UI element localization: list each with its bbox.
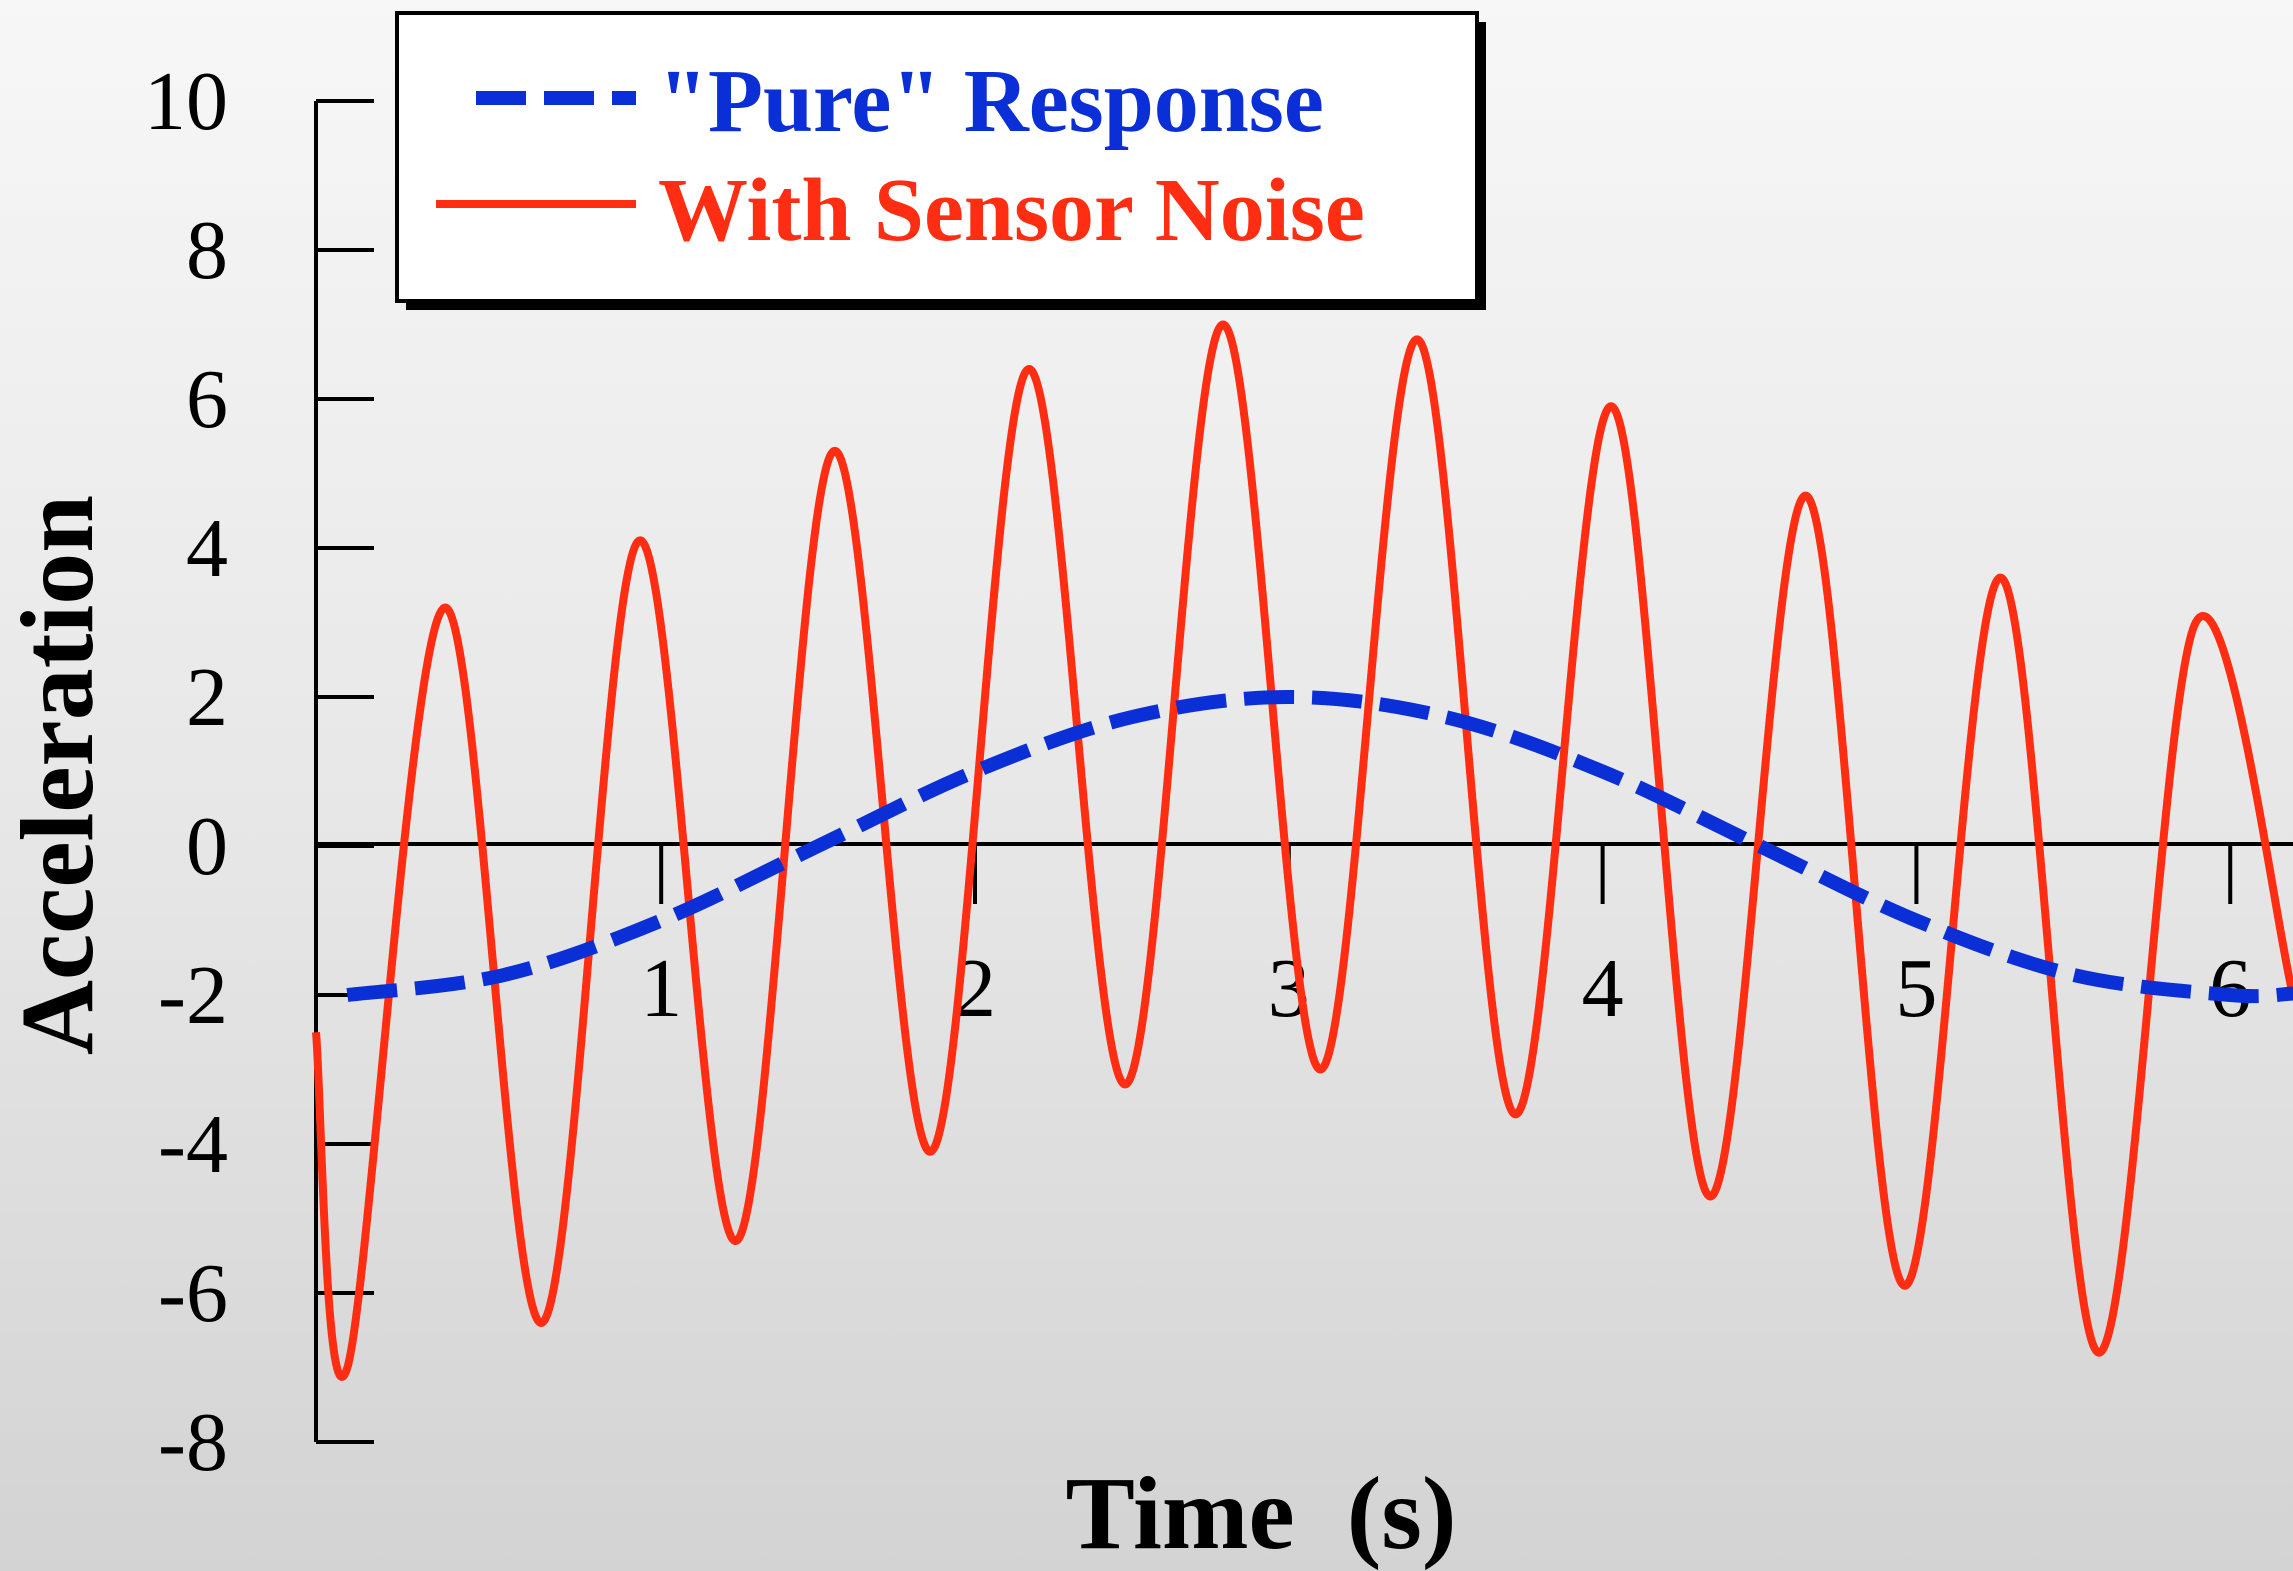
legend-label-noise: With Sensor Noise bbox=[658, 161, 1365, 260]
x-tick-label: 1 bbox=[640, 942, 682, 1035]
y-tick-label: 6 bbox=[186, 353, 228, 446]
y-tick-label: -2 bbox=[158, 949, 228, 1042]
y-tick-label: -6 bbox=[158, 1247, 228, 1340]
y-axis-ticks: 10 8 6 4 2 0 -2 -4 -6 -8 bbox=[144, 55, 374, 1489]
y-tick-label: 0 bbox=[186, 800, 228, 893]
y-axis-title: Acceleration bbox=[0, 495, 115, 1055]
legend: "Pure" Response With Sensor Noise bbox=[395, 11, 1486, 310]
y-tick-label: 4 bbox=[186, 502, 228, 595]
y-tick-label: 10 bbox=[144, 55, 228, 148]
x-tick-label: 4 bbox=[1582, 942, 1624, 1035]
x-axis-title: Time (s) bbox=[1066, 1456, 1457, 1571]
legend-box bbox=[395, 11, 1479, 303]
x-tick-label: 5 bbox=[1895, 942, 1937, 1035]
series-sensor-noise-line bbox=[312, 320, 2293, 1381]
series-pure-response-line bbox=[346, 690, 2293, 1004]
y-tick-label: -8 bbox=[158, 1396, 228, 1489]
series-layer bbox=[312, 320, 2293, 1381]
y-tick-label: 8 bbox=[186, 204, 228, 297]
y-tick-label: 2 bbox=[186, 651, 228, 744]
y-tick-label: -4 bbox=[158, 1098, 228, 1191]
legend-label-pure: "Pure" Response bbox=[658, 52, 1324, 151]
